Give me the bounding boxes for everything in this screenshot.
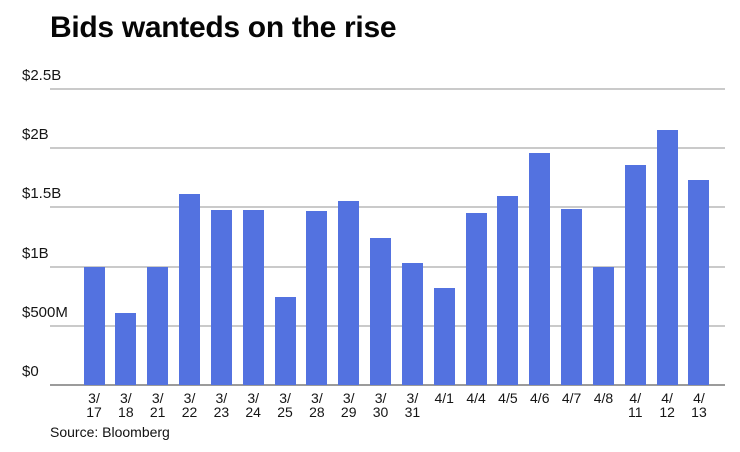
bar bbox=[561, 208, 583, 385]
y-tick-label: $500M bbox=[22, 303, 68, 321]
y-tick-label: $0 bbox=[22, 363, 39, 380]
x-tick-label: 3/ 29 bbox=[340, 390, 357, 420]
y-tick-label: $1.5B bbox=[22, 185, 62, 203]
bar bbox=[210, 209, 232, 385]
x-tick-label: 3/ 24 bbox=[245, 390, 261, 420]
x-tick-label: 3/ 30 bbox=[372, 390, 389, 420]
x-tick-label: 3/ 31 bbox=[404, 390, 421, 420]
bar bbox=[179, 194, 201, 385]
x-axis-line bbox=[50, 384, 725, 386]
x-tick-label: 3/ 18 bbox=[118, 390, 134, 420]
x-tick-label: 3/ 17 bbox=[86, 390, 102, 420]
x-tick-label: 4/5 bbox=[498, 390, 518, 406]
bar bbox=[624, 164, 646, 385]
bar bbox=[242, 209, 264, 385]
x-tick-label: 3/ 22 bbox=[181, 390, 198, 420]
x-tick-label: 3/ 21 bbox=[149, 390, 166, 420]
bar bbox=[83, 266, 105, 385]
x-tick-label: 4/4 bbox=[466, 390, 486, 406]
bar bbox=[274, 297, 296, 385]
x-tick-label: 3/ 28 bbox=[309, 390, 325, 420]
bar bbox=[688, 180, 710, 385]
x-tick-label: 4/1 bbox=[434, 390, 454, 406]
y-tick-label: $2B bbox=[22, 126, 49, 144]
bar bbox=[306, 210, 328, 385]
source-note: Source: Bloomberg bbox=[50, 424, 170, 440]
x-tick-label: 4/ 11 bbox=[627, 390, 643, 420]
x-tick-label: 3/ 25 bbox=[277, 390, 293, 420]
gridline bbox=[50, 88, 725, 90]
bar bbox=[147, 266, 169, 385]
x-tick-label: 4/ 13 bbox=[691, 390, 707, 420]
x-tick-label: 3/ 23 bbox=[213, 390, 230, 420]
y-tick-label: $2.5B bbox=[22, 67, 62, 84]
bar bbox=[656, 130, 678, 385]
bar bbox=[401, 263, 423, 385]
x-tick-label: 4/6 bbox=[530, 390, 550, 406]
bar bbox=[592, 266, 614, 385]
gridline bbox=[50, 206, 725, 209]
bar bbox=[433, 287, 455, 385]
bar bbox=[497, 195, 519, 385]
x-tick-label: 4/8 bbox=[593, 390, 614, 406]
x-tick-label: 4/7 bbox=[561, 390, 582, 406]
x-tick-label: 4/ 12 bbox=[659, 390, 675, 420]
chart-title: Bids wanteds on the rise bbox=[50, 11, 397, 44]
bar bbox=[370, 238, 392, 385]
bar bbox=[338, 201, 360, 385]
gridline bbox=[50, 147, 725, 150]
y-tick-label: $1B bbox=[22, 244, 49, 262]
bar bbox=[465, 213, 487, 385]
bar bbox=[529, 152, 551, 385]
bar bbox=[115, 312, 137, 385]
